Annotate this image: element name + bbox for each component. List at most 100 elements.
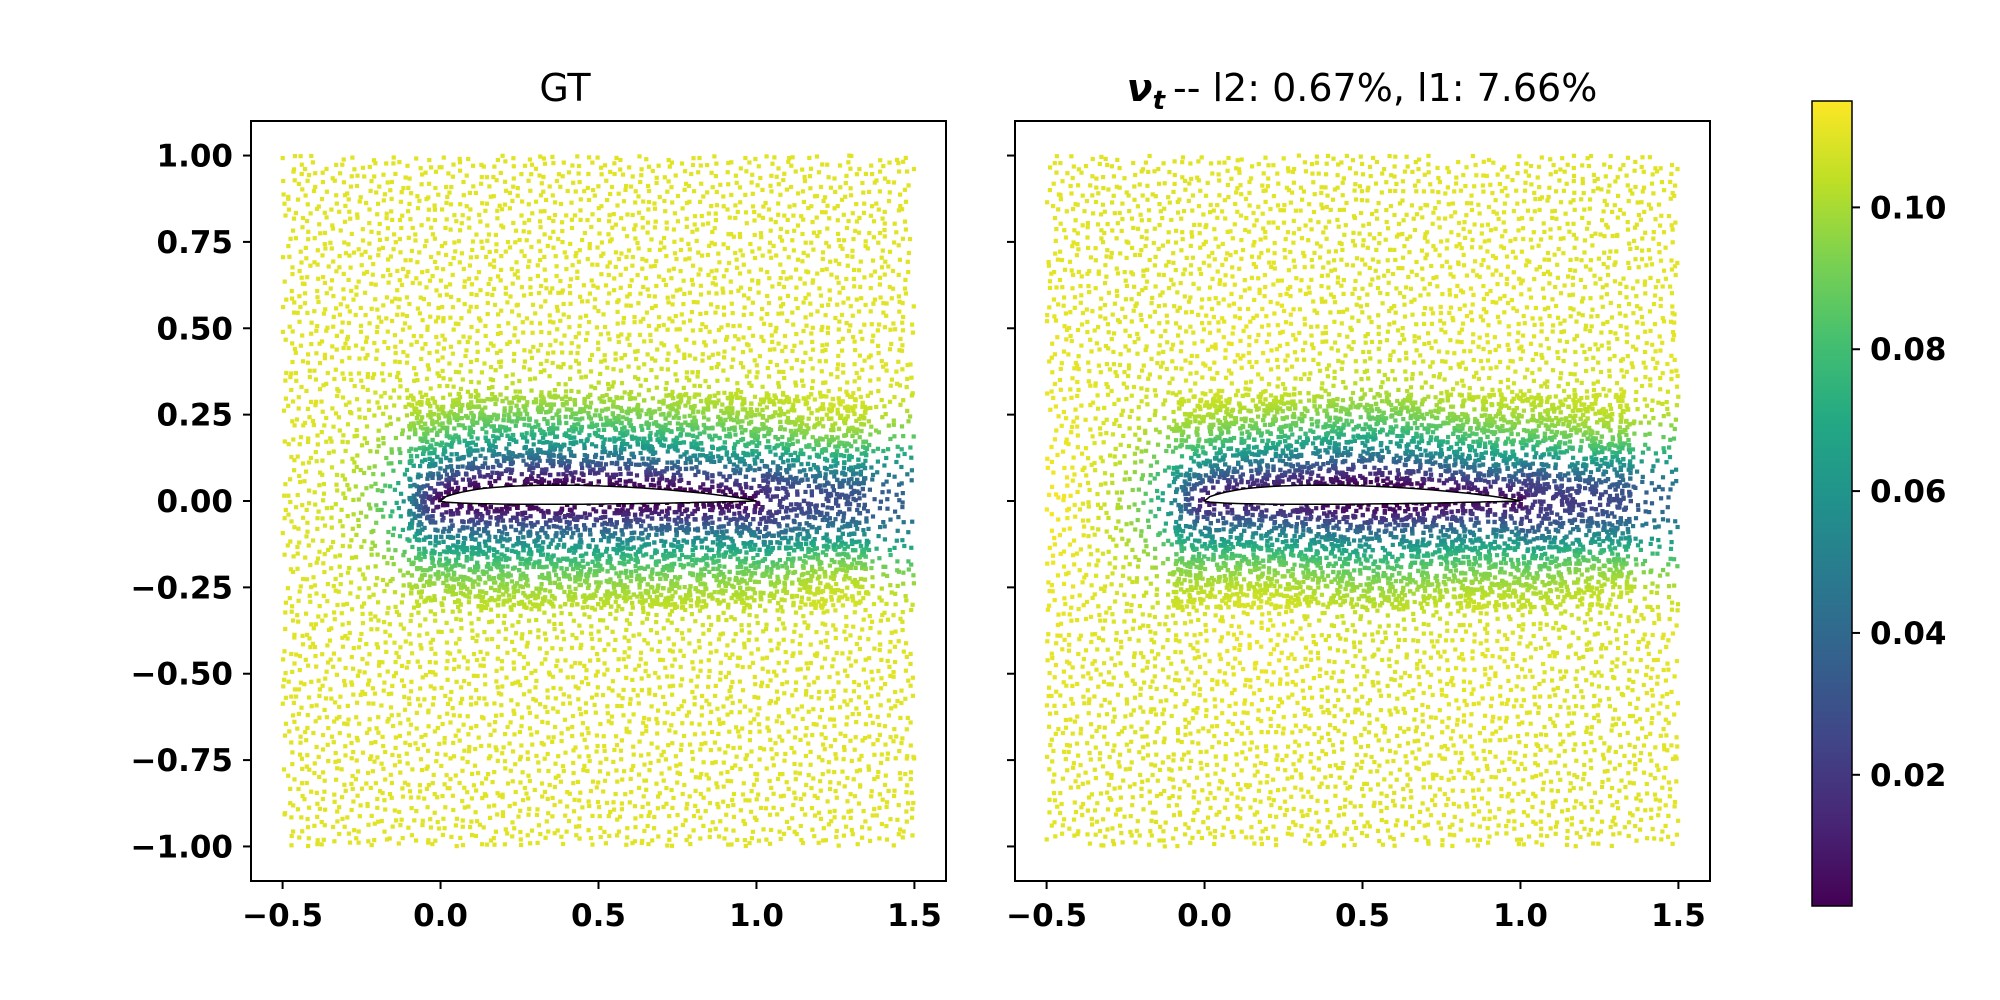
data-point [574,358,579,363]
data-point [562,333,567,338]
data-point [460,818,465,823]
data-point [784,680,789,685]
data-point [395,312,400,317]
data-point [300,215,306,221]
data-point [697,608,703,613]
data-point [824,267,829,272]
data-point [511,395,516,400]
data-point [396,841,401,846]
data-point [722,836,727,841]
data-point [558,365,564,370]
data-point [518,808,523,813]
data-point [561,362,566,367]
data-point [542,756,547,761]
data-point [474,788,479,793]
data-point [680,791,685,797]
data-point [628,444,633,449]
data-point [366,822,371,827]
data-point [296,406,301,411]
data-point [708,748,713,753]
data-point [656,758,661,763]
data-point [609,714,615,719]
data-point [603,462,609,467]
data-point [601,734,606,739]
data-point [374,726,379,731]
data-point [742,704,747,709]
data-point [786,729,791,734]
data-point [541,510,546,515]
data-point [643,527,648,532]
data-point [542,417,547,422]
data-point [340,543,345,549]
data-point [599,359,604,364]
data-point [736,288,741,293]
data-point [317,604,322,609]
data-point [291,216,297,221]
data-point [863,302,868,308]
data-point [469,324,474,330]
data-point [438,278,443,283]
data-point [343,665,348,671]
data-point [546,811,551,816]
data-point [725,335,730,340]
data-point [845,775,850,781]
data-point [569,535,574,540]
data-point [865,393,870,398]
data-point [546,768,551,774]
data-point [448,282,453,287]
data-point [320,516,325,521]
data-point [302,682,307,687]
data-point [498,330,503,336]
data-point [751,477,756,482]
data-point [772,669,777,674]
data-point [569,388,574,394]
data-point [610,688,615,693]
data-point [850,313,855,318]
data-point [435,820,440,825]
data-point [866,419,871,424]
data-point [465,760,470,765]
data-point [819,303,824,308]
data-point [522,416,527,421]
data-point [806,416,811,421]
data-point [407,789,413,794]
data-point [500,810,505,815]
data-point [418,703,423,708]
data-point [542,610,547,615]
data-point [640,257,645,262]
data-point [911,573,916,578]
data-point [794,332,799,337]
data-point [379,818,384,824]
data-point [366,502,372,507]
data-point [351,799,356,804]
data-point [369,552,374,557]
data-point [520,770,525,775]
data-point [756,792,761,797]
data-point [589,384,594,389]
data-point [692,340,697,345]
data-point [303,730,308,735]
data-point [631,687,636,693]
data-point [457,370,462,375]
data-point [584,337,589,343]
data-point [329,355,334,360]
data-point [897,348,902,353]
data-point [547,431,553,436]
data-point [360,346,365,351]
data-point [385,669,390,674]
data-point [716,502,721,507]
data-point [315,516,320,521]
data-point [305,406,310,411]
data-point [325,325,330,330]
data-point [538,257,543,263]
data-point [484,776,489,781]
data-point [317,549,322,554]
data-point [398,721,403,726]
data-point [616,657,621,662]
data-point [750,660,756,665]
data-point [468,359,474,364]
data-point [321,311,326,316]
data-point [499,666,504,671]
data-point [529,828,535,833]
data-point [469,282,474,287]
